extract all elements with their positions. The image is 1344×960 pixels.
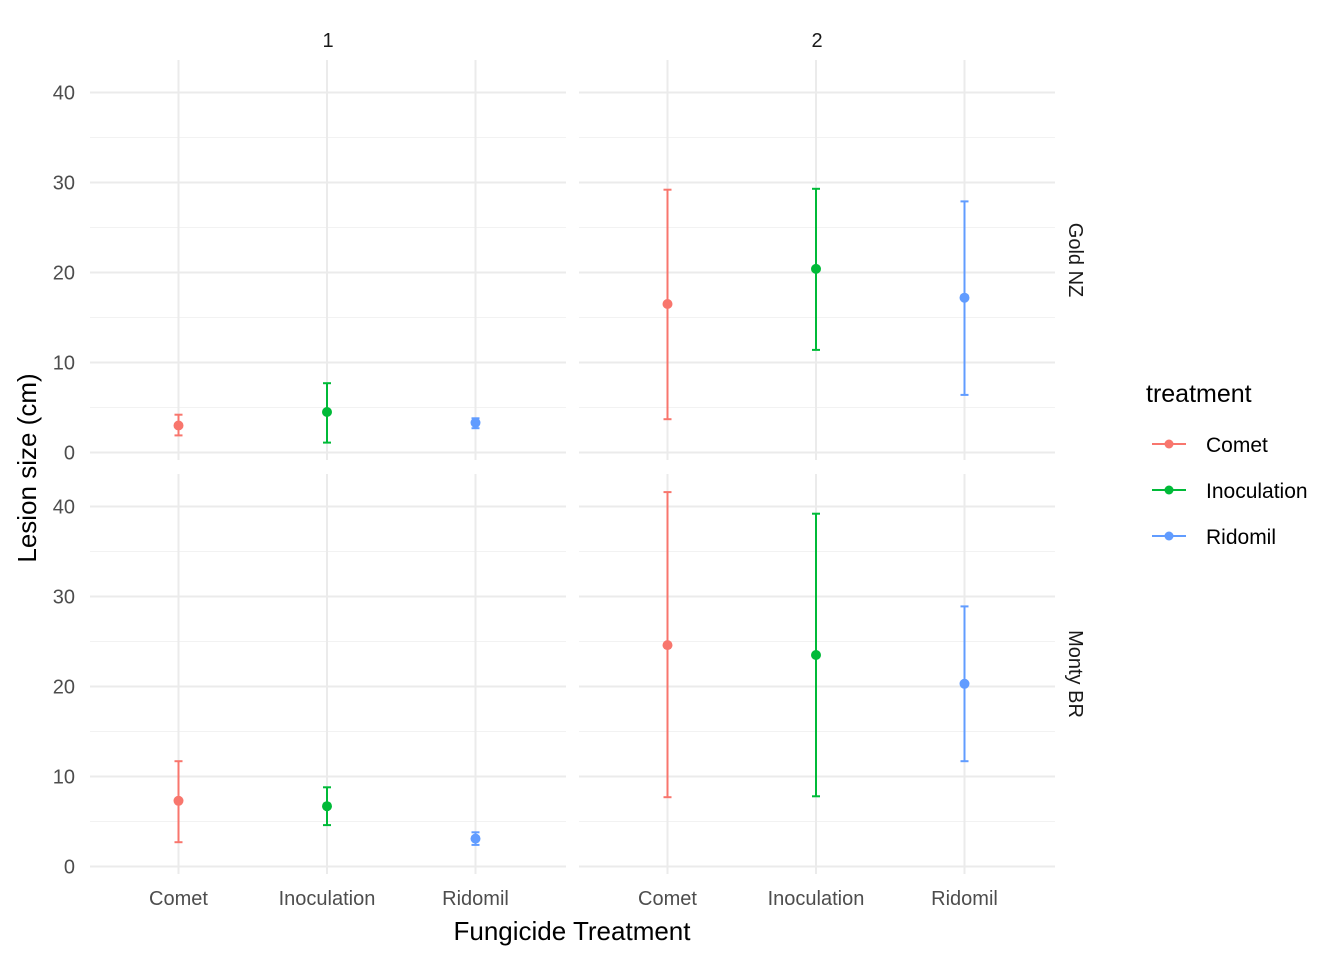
x-tick-label: Ridomil xyxy=(442,888,509,910)
x-tick-label: Comet xyxy=(638,888,697,910)
x-tick-label: Comet xyxy=(149,888,208,910)
legend-label: Inoculation xyxy=(1206,480,1308,503)
data-point xyxy=(173,795,184,806)
data-point xyxy=(662,299,673,309)
legend-label: Comet xyxy=(1206,434,1268,457)
legend-key-point xyxy=(1164,485,1174,495)
x-tick-label: Inoculation xyxy=(768,888,865,910)
y-tick-label: 40 xyxy=(53,497,75,519)
data-point xyxy=(811,263,821,274)
y-tick-label: 20 xyxy=(53,677,75,699)
data-point xyxy=(322,801,332,812)
legend-label: Ridomil xyxy=(1206,526,1276,549)
x-axis-title: Fungicide Treatment xyxy=(453,916,691,946)
facet-row-label: Gold NZ xyxy=(1064,223,1086,297)
data-point xyxy=(811,650,821,660)
x-tick-label: Ridomil xyxy=(931,888,998,910)
y-tick-label: 0 xyxy=(64,857,75,879)
data-point xyxy=(173,420,184,431)
y-axis-title: Lesion size (cm) xyxy=(12,373,42,562)
y-tick-label: 10 xyxy=(53,353,75,375)
legend-title: treatment xyxy=(1146,380,1252,408)
data-point xyxy=(322,407,332,417)
x-tick-label: Inoculation xyxy=(279,888,376,910)
y-tick-label: 0 xyxy=(64,443,75,465)
data-point xyxy=(959,678,970,689)
facet-column-label: 2 xyxy=(811,30,822,52)
data-point xyxy=(470,833,481,844)
data-point xyxy=(959,292,970,303)
y-tick-label: 40 xyxy=(53,83,75,105)
legend-key-point xyxy=(1164,439,1174,449)
legend-key-point xyxy=(1164,531,1174,541)
y-tick-label: 20 xyxy=(53,263,75,285)
y-tick-label: 30 xyxy=(53,173,75,195)
facet-row-label: Monty BR xyxy=(1064,630,1086,718)
data-point xyxy=(470,417,481,428)
y-tick-label: 10 xyxy=(53,767,75,789)
y-tick-label: 30 xyxy=(53,587,75,609)
facet-column-label: 1 xyxy=(322,30,333,52)
data-point xyxy=(662,640,673,651)
